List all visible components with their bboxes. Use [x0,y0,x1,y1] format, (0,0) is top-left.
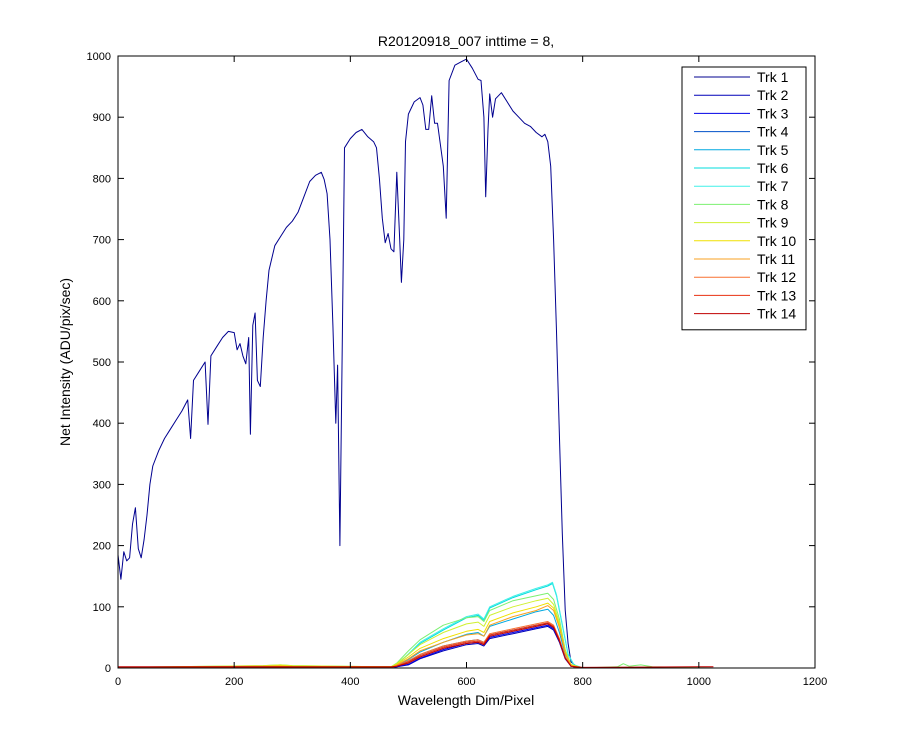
legend-label-trk-12: Trk 12 [757,269,796,285]
y-tick-label: 500 [93,357,111,369]
x-tick-label: 400 [341,676,359,688]
legend-box [681,66,807,331]
legend[interactable]: Trk 1 Trk 2 Trk 3 Trk 4 Trk 5 Trk 6 Trk 7 Trk 8… [681,66,807,331]
legend-label-trk-6: Trk 6 [757,160,789,176]
legend-label-trk-3: Trk 3 [757,105,789,121]
chart-title: R20120918_007 inttime = 8, [378,33,554,49]
y-tick-label: 300 [93,479,111,491]
y-tick-label: 100 [93,602,111,614]
series-layer [117,58,714,669]
y-tick-label: 0 [105,663,111,675]
series-line-trk-1 [117,58,714,669]
legend-label-trk-9: Trk 9 [757,215,789,231]
legend-label-trk-7: Trk 7 [757,178,789,194]
y-tick-label: 200 [93,541,111,553]
legend-label-trk-10: Trk 10 [757,233,796,249]
x-tick-label: 800 [573,676,591,688]
axes-layer: 0 200 400 600 800 1000 1200 0 100 200 300 400 500 600… [87,51,828,688]
legend-label-trk-13: Trk 13 [757,287,796,303]
y-tick-label: 600 [93,296,111,308]
legend-label-trk-14: Trk 14 [757,306,796,322]
x-tick-label: 1000 [687,676,711,688]
legend-label-trk-5: Trk 5 [757,142,789,158]
y-tick-label: 400 [93,418,111,430]
y-axis-title: Net Intensity (ADU/pix/sec) [57,278,73,446]
x-axis-title: Wavelength Dim/Pixel [398,692,534,708]
y-tick-label: 900 [93,112,111,124]
legend-label-trk-11: Trk 11 [757,251,795,267]
legend-label-trk-4: Trk 4 [757,124,789,140]
x-tick-label: 0 [115,676,121,688]
y-tick-label: 1000 [87,51,111,63]
y-tick-label: 800 [93,173,111,185]
legend-label-trk-1: Trk 1 [757,69,789,85]
y-tick-label: 700 [93,235,111,247]
series-line-trk-14 [118,623,714,668]
x-tick-label: 1200 [803,676,827,688]
legend-label-trk-2: Trk 2 [757,87,789,103]
x-tick-label: 200 [225,676,243,688]
x-tick-label: 600 [457,676,475,688]
legend-label-trk-8: Trk 8 [757,196,789,212]
